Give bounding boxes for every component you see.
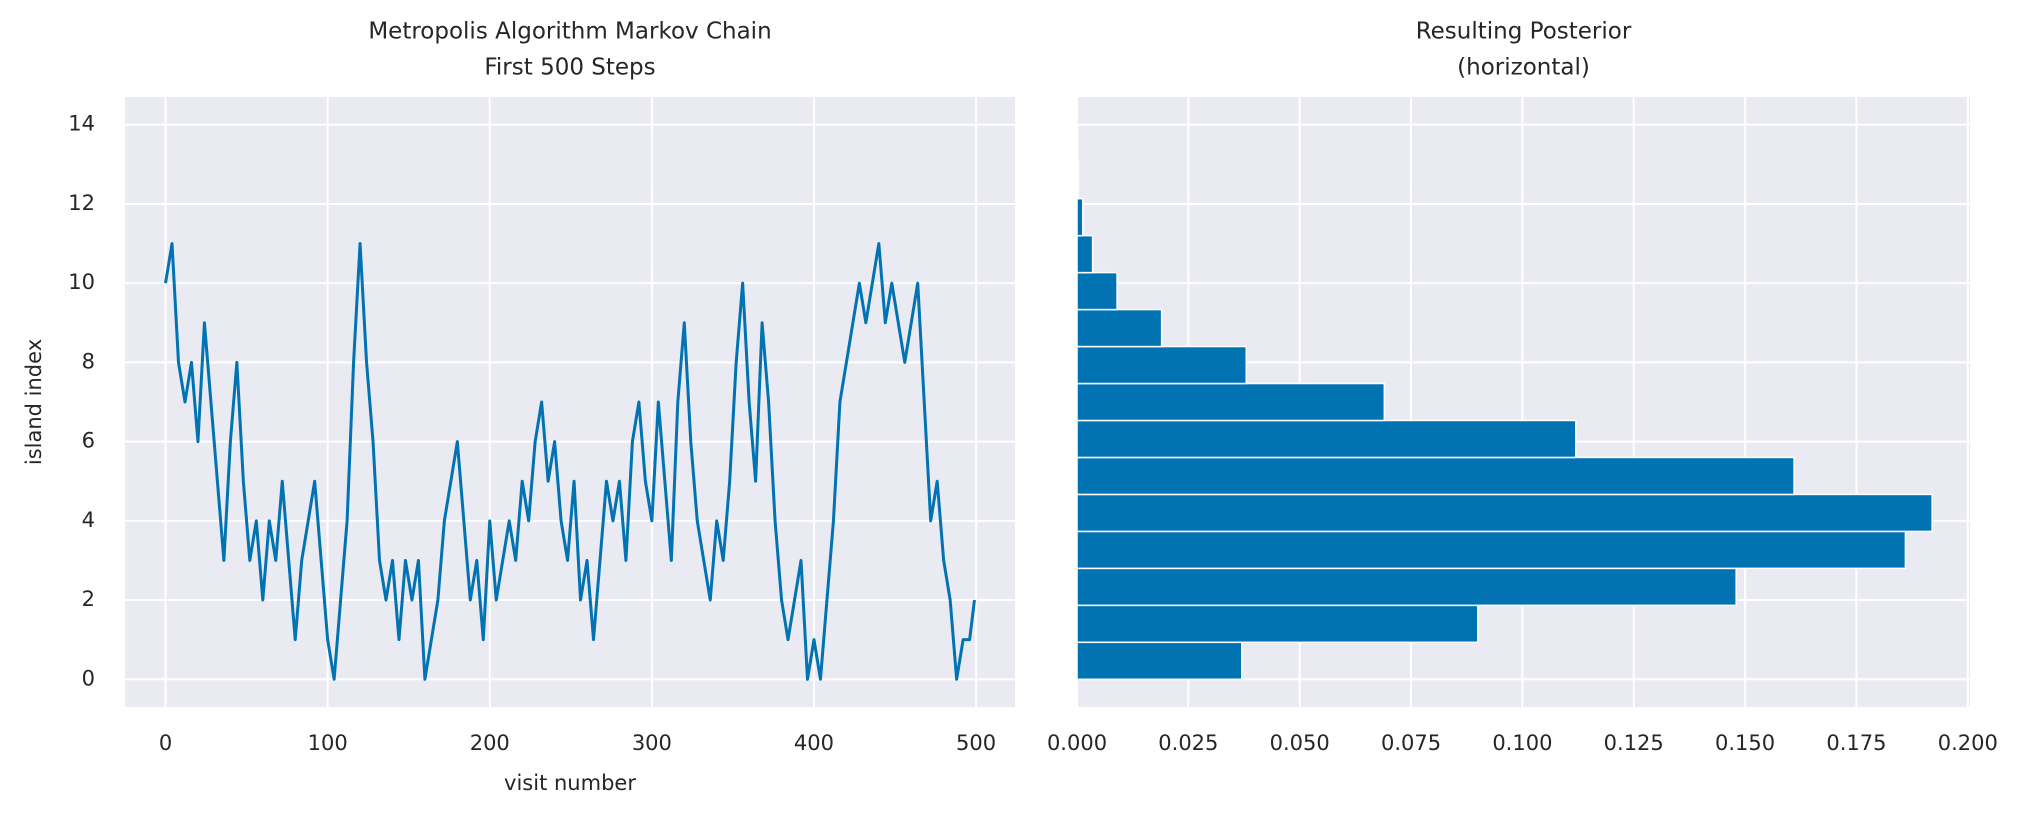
histogram-bar xyxy=(1076,493,1933,533)
chart-title: Resulting Posterior xyxy=(1416,19,1632,45)
histogram-bar xyxy=(1076,530,1907,570)
plot-area xyxy=(125,97,1015,707)
histogram-bar xyxy=(1076,567,1737,607)
x-tick-label: 400 xyxy=(794,731,834,755)
x-axis-label: visit number xyxy=(504,771,636,795)
y-tick-label: 12 xyxy=(68,191,95,215)
x-tick-label: 0 xyxy=(159,731,172,755)
x-tick-label: 100 xyxy=(308,731,348,755)
x-tick-label: 300 xyxy=(632,731,672,755)
chain-line xyxy=(164,242,976,681)
histogram-bar xyxy=(1076,271,1118,311)
histogram-bar xyxy=(1076,308,1163,348)
histogram-bar xyxy=(1076,234,1094,274)
y-tick-label: 6 xyxy=(82,429,95,453)
histogram-bar xyxy=(1076,160,1080,200)
chart-subtitle: (horizontal) xyxy=(1457,55,1590,81)
chart-title: Metropolis Algorithm Markov Chain xyxy=(368,19,771,45)
y-tick-label: 4 xyxy=(82,508,95,532)
histogram-bar xyxy=(1076,382,1386,422)
y-tick-label: 0 xyxy=(82,666,95,690)
chart-subtitle: First 500 Steps xyxy=(484,55,655,81)
x-tick-label: 0.025 xyxy=(1158,731,1218,755)
x-tick-label: 0.000 xyxy=(1047,731,1107,755)
y-tick-label: 10 xyxy=(68,270,95,294)
x-tick-label: 0.075 xyxy=(1381,731,1441,755)
histogram-bar xyxy=(1076,419,1577,459)
x-tick-label: 0.150 xyxy=(1715,731,1775,755)
x-tick-label: 0.050 xyxy=(1270,731,1330,755)
x-tick-label: 0.100 xyxy=(1492,731,1552,755)
y-tick-label: 14 xyxy=(68,112,95,136)
histogram-bar xyxy=(1076,604,1479,644)
y-tick-label: 2 xyxy=(82,587,95,611)
x-tick-label: 500 xyxy=(956,731,996,755)
histogram-bar xyxy=(1076,456,1795,496)
histogram-bar xyxy=(1076,641,1243,681)
x-tick-label: 0.200 xyxy=(1938,731,1998,755)
histogram-bar xyxy=(1076,197,1084,237)
y-axis-label: island index xyxy=(22,339,46,465)
x-tick-label: 200 xyxy=(470,731,510,755)
x-tick-label: 0.175 xyxy=(1826,731,1886,755)
x-tick-label: 0.125 xyxy=(1604,731,1664,755)
histogram-bar xyxy=(1076,345,1247,385)
y-tick-label: 8 xyxy=(82,349,95,373)
